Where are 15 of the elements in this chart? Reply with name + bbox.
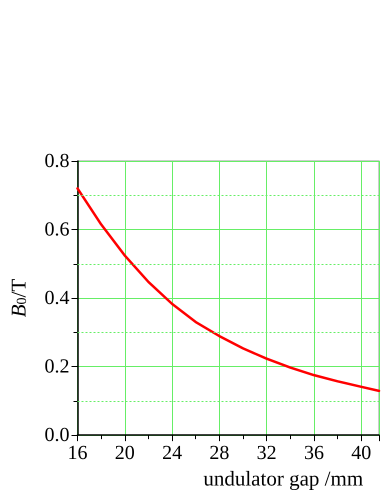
x-tick-label: 40 xyxy=(351,442,372,464)
y-tick-label: 0.2 xyxy=(44,356,70,378)
y-tick-label: 0.0 xyxy=(44,424,70,446)
line-series xyxy=(76,187,380,392)
x-tick-label: 32 xyxy=(256,442,277,464)
y-axis-title: B0/T xyxy=(6,278,30,318)
x-tick-label: 28 xyxy=(209,442,230,464)
x-tick-label: 36 xyxy=(304,442,324,464)
y-tick-label: 0.6 xyxy=(44,218,70,241)
x-tick-label: 20 xyxy=(114,442,135,464)
x-tick-label: 24 xyxy=(162,442,182,464)
y-tick-label: 0.8 xyxy=(44,150,70,172)
y-tick-label: 0.4 xyxy=(44,287,70,310)
x-tick-label: 16 xyxy=(68,442,88,464)
x-axis-title: undulator gap /mm xyxy=(203,466,364,490)
